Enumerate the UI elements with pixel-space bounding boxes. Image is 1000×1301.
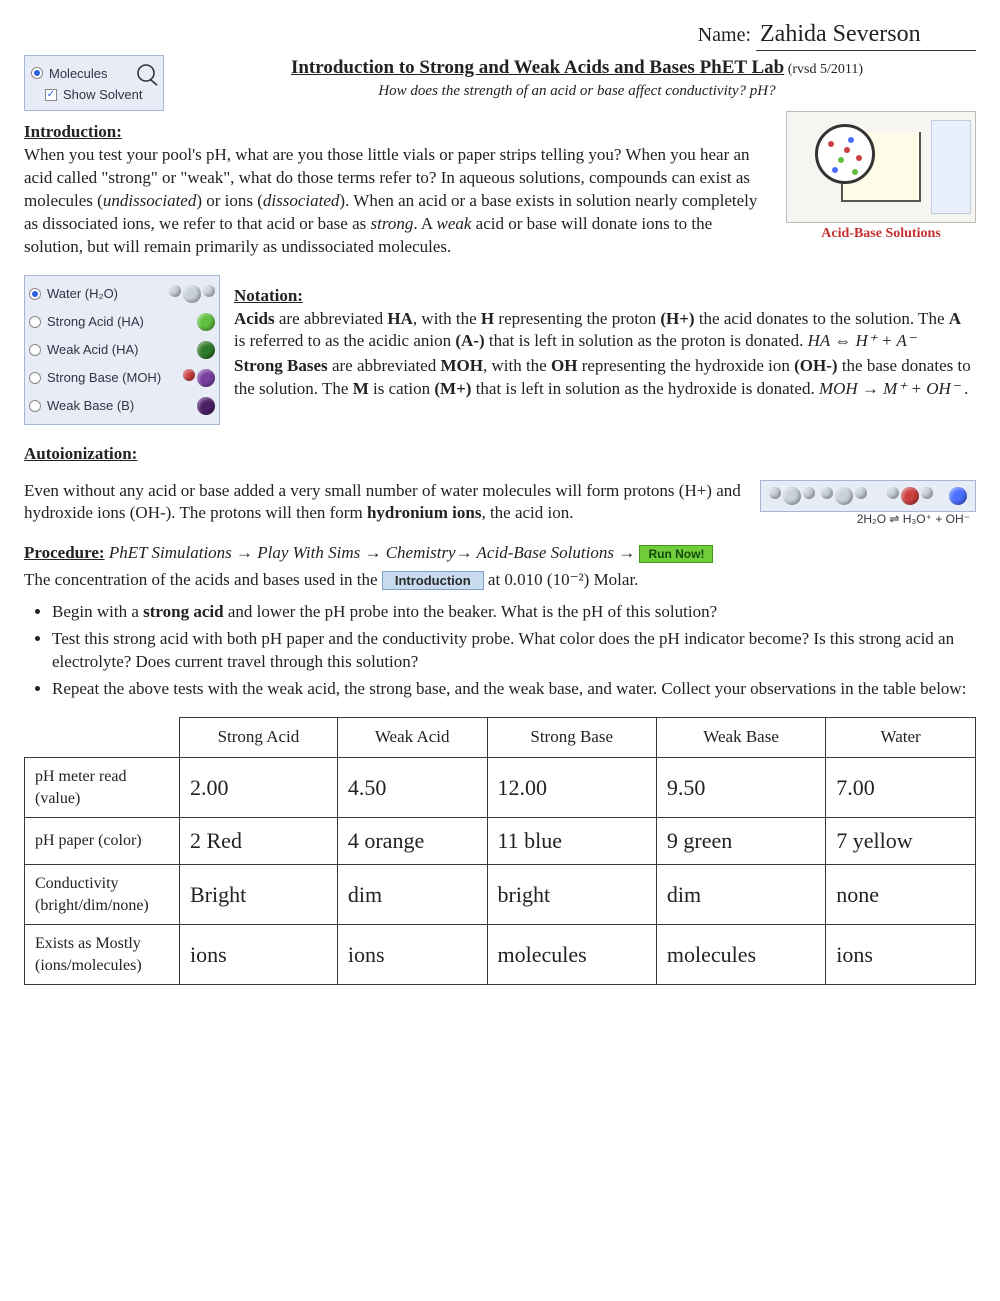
phet-thumbnail: Acid-Base Solutions [786, 111, 976, 248]
table-cell: ions [180, 925, 338, 985]
bullet-3: Repeat the above tests with the weak aci… [52, 678, 976, 701]
table-cell: dim [337, 865, 487, 925]
table-cell: Bright [180, 865, 338, 925]
side-panel-icon [931, 120, 971, 214]
bullet-2: Test this strong acid with both pH paper… [52, 628, 976, 674]
table-cell: 11 blue [487, 818, 656, 865]
show-solvent-checkbox[interactable]: ✓ [45, 89, 57, 101]
molecules-label: Molecules [49, 65, 108, 83]
row-label: Exists as Mostly (ions/molecules) [25, 925, 180, 985]
observations-table: Strong Acid Weak Acid Strong Base Weak B… [24, 717, 976, 985]
auto-text: Even without any acid or base added a ve… [24, 480, 746, 526]
table-row: pH meter read (value)2.004.5012.009.507.… [25, 758, 976, 818]
top-bar: Molecules ✓ Show Solvent Introduction to… [24, 55, 976, 111]
notation-text: Notation: Acids are abbreviated HA, with… [234, 275, 976, 402]
weak-base-radio[interactable] [29, 400, 41, 412]
thumb-label: Acid-Base Solutions [786, 223, 976, 248]
table-cell: 7 yellow [826, 818, 976, 865]
intro-heading: Introduction: [24, 121, 772, 144]
run-now-button[interactable]: Run Now! [639, 545, 713, 563]
table-cell: molecules [487, 925, 656, 985]
table-cell: 4 orange [337, 818, 487, 865]
col-weak-acid: Weak Acid [337, 718, 487, 758]
table-cell: ions [337, 925, 487, 985]
table-cell: 12.00 [487, 758, 656, 818]
procedure-bullets: Begin with a strong acid and lower the p… [52, 601, 976, 701]
table-cell: 2 Red [180, 818, 338, 865]
bullet-1: Begin with a strong acid and lower the p… [52, 601, 976, 624]
weak-base-label: Weak Base (B) [47, 397, 134, 415]
eq-moh: MOH → M⁺ + OH⁻ [819, 379, 960, 398]
proc-path: PhET Simulations → Play With Sims → Chem… [109, 543, 635, 562]
water-equilibrium-widget [760, 480, 976, 512]
proc-heading: Procedure: [24, 543, 105, 562]
weak-acid-radio[interactable] [29, 344, 41, 356]
col-strong-base: Strong Base [487, 718, 656, 758]
solute-selector: Water (H₂O) Strong Acid (HA) Weak Acid (… [24, 275, 220, 425]
name-label: Name: [698, 24, 751, 46]
strong-acid-label: Strong Acid (HA) [47, 313, 144, 331]
table-row: pH paper (color)2 Red4 orange11 blue9 gr… [25, 818, 976, 865]
table-cell: bright [487, 865, 656, 925]
strong-acid-icon [197, 313, 215, 331]
row-label: pH paper (color) [25, 818, 180, 865]
strong-base-label: Strong Base (MOH) [47, 369, 161, 387]
title-suffix: (rvsd 5/2011) [784, 62, 863, 77]
auto-heading: Autoionization: [24, 443, 976, 466]
name-row: Name: Zahida Severson [24, 18, 976, 51]
strong-base-radio[interactable] [29, 372, 41, 384]
strong-acid-radio[interactable] [29, 316, 41, 328]
notation-heading: Notation: [234, 285, 976, 308]
table-cell: 7.00 [826, 758, 976, 818]
table-cell: 2.00 [180, 758, 338, 818]
table-cell: 4.50 [337, 758, 487, 818]
table-row: Conductivity (bright/dim/none)Brightdimb… [25, 865, 976, 925]
water-label: Water (H₂O) [47, 285, 118, 303]
introduction-tab[interactable]: Introduction [382, 571, 484, 590]
col-water: Water [826, 718, 976, 758]
magnifier-icon [137, 65, 155, 83]
eq-ha: HA ⇔ H⁺ + A⁻ [808, 331, 916, 350]
main-title: Introduction to Strong and Weak Acids an… [291, 57, 784, 78]
table-cell: none [826, 865, 976, 925]
table-cell: dim [656, 865, 825, 925]
procedure-line: Procedure: PhET Simulations → Play With … [24, 542, 976, 565]
water-radio[interactable] [29, 288, 41, 300]
table-cell: ions [826, 925, 976, 985]
table-cell: 9.50 [656, 758, 825, 818]
table-cell: 9 green [656, 818, 825, 865]
view-widget: Molecules ✓ Show Solvent [24, 55, 164, 111]
table-header-row: Strong Acid Weak Acid Strong Base Weak B… [25, 718, 976, 758]
col-weak-base: Weak Base [656, 718, 825, 758]
subtitle: How does the strength of an acid or base… [178, 81, 976, 101]
weak-acid-label: Weak Acid (HA) [47, 341, 139, 359]
title-block: Introduction to Strong and Weak Acids an… [178, 55, 976, 101]
procedure-line-2: The concentration of the acids and bases… [24, 569, 976, 592]
student-name: Zahida Severson [760, 21, 921, 47]
row-label: Conductivity (bright/dim/none) [25, 865, 180, 925]
row-label: pH meter read (value) [25, 758, 180, 818]
table-cell: molecules [656, 925, 825, 985]
magnified-view-icon [815, 124, 875, 184]
weak-acid-icon [197, 341, 215, 359]
col-strong-acid: Strong Acid [180, 718, 338, 758]
intro-paragraph: When you test your pool's pH, what are y… [24, 144, 772, 259]
molecules-radio[interactable] [31, 67, 43, 79]
weak-base-icon [197, 397, 215, 415]
table-row: Exists as Mostly (ions/molecules)ionsion… [25, 925, 976, 985]
show-solvent-label: Show Solvent [63, 86, 143, 104]
